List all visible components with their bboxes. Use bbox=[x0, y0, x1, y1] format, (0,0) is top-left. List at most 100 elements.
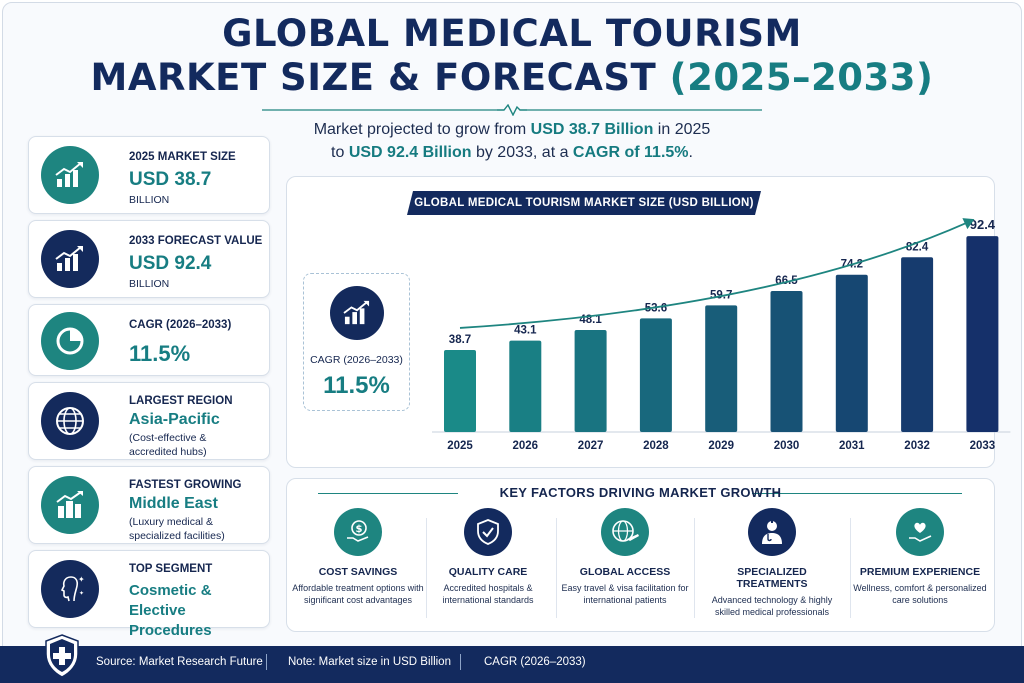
subtitle-text: . bbox=[688, 144, 693, 161]
main-title-line1: GLOBAL MEDICAL TOURISM bbox=[222, 12, 802, 55]
subtitle: Market projected to grow from USD 38.7 B… bbox=[0, 118, 1024, 164]
card-sub: (Cost-effective & accredited hubs) bbox=[129, 432, 207, 458]
cagr-callout-value: 11.5% bbox=[323, 372, 390, 399]
card-label: LARGEST REGION bbox=[129, 395, 233, 407]
chart-title-banner bbox=[407, 191, 761, 215]
bar-2032 bbox=[901, 257, 934, 432]
subtitle-text: in 2025 bbox=[653, 121, 711, 138]
factor-divider bbox=[426, 518, 427, 618]
main-title-years: (2025–2033) bbox=[669, 56, 934, 99]
factor-title: QUALITY CARE bbox=[448, 566, 528, 578]
card-cagr: CAGR (2026–2033) 11.5% bbox=[28, 304, 270, 376]
x-tick-label: 2027 bbox=[578, 440, 604, 452]
svg-text:✦: ✦ bbox=[79, 590, 84, 597]
card-sub: (Luxury medical & specialized facilities… bbox=[129, 516, 225, 542]
subtitle-value-2025: USD 38.7 Billion bbox=[530, 121, 654, 138]
x-tick-label: 2029 bbox=[708, 440, 734, 452]
footer-cagr: CAGR (2026–2033) bbox=[484, 656, 586, 668]
subtitle-cagr: CAGR of 11.5% bbox=[572, 144, 689, 161]
card-label: CAGR (2026–2033) bbox=[129, 319, 232, 331]
bar-2033 bbox=[966, 236, 999, 432]
card-label: TOP SEGMENT bbox=[129, 563, 213, 575]
card-largest-region: LARGEST REGION Asia-Pacific (Cost-effect… bbox=[28, 382, 270, 460]
face-sparkle-icon: ✦ ✦ bbox=[41, 560, 99, 618]
card-top-segment: ✦ ✦ TOP SEGMENT Cosmetic & Elective Proce… bbox=[28, 550, 270, 639]
bar-value-label: 43.1 bbox=[514, 325, 537, 337]
factor-specialized-treatments: SPECIALIZED TREATMENTS Advanced technolo… bbox=[702, 508, 842, 618]
bar-2029 bbox=[705, 305, 738, 432]
card-value: 11.5% bbox=[129, 341, 191, 366]
card-value: Middle East bbox=[129, 495, 218, 512]
card-sub: BILLION bbox=[129, 194, 170, 206]
medical-shield-icon bbox=[45, 634, 79, 678]
card-2025-market-size: 2025 MARKET SIZE USD 38.7 BILLION bbox=[28, 136, 270, 214]
bar-value-label: 92.4 bbox=[970, 217, 996, 232]
trend-arrow-line bbox=[459, 221, 969, 329]
shield-check-icon bbox=[464, 508, 512, 556]
factor-cost-savings: $ COST SAVINGS Affordable treatment opti… bbox=[288, 508, 428, 606]
svg-text:✦: ✦ bbox=[78, 575, 85, 584]
x-tick-label: 2031 bbox=[839, 440, 865, 452]
cagr-callout-label: CAGR (2026–2033) bbox=[310, 354, 403, 366]
factor-desc: Affordable treatment options with signif… bbox=[292, 583, 424, 605]
subtitle-value-2033: USD 92.4 Billion bbox=[348, 144, 472, 161]
x-tick-label: 2030 bbox=[774, 440, 800, 452]
card-value: Cosmetic & Elective Procedures bbox=[129, 582, 212, 639]
card-2033-forecast: 2033 FORECAST VALUE USD 92.4 BILLION bbox=[28, 220, 270, 298]
card-label: 2025 MARKET SIZE bbox=[129, 151, 236, 163]
svg-text:$: $ bbox=[356, 524, 363, 535]
card-label: 2033 FORECAST VALUE bbox=[129, 235, 263, 247]
footer-divider bbox=[266, 654, 267, 670]
factor-divider bbox=[694, 518, 695, 618]
card-fastest-growing: FASTEST GROWING Middle East (Luxury medi… bbox=[28, 466, 270, 544]
card-sub: BILLION bbox=[129, 278, 170, 290]
factor-title: SPECIALIZED TREATMENTS bbox=[736, 566, 808, 590]
bar-2031 bbox=[835, 274, 868, 432]
card-value: Asia-Pacific bbox=[129, 411, 220, 428]
subtitle-text: to bbox=[331, 144, 349, 161]
globe-plane-icon bbox=[601, 508, 649, 556]
factor-divider bbox=[556, 518, 557, 618]
factors-rule-left bbox=[318, 493, 458, 494]
factor-desc: Wellness, comfort & personalized care so… bbox=[853, 583, 987, 605]
pie-chart-icon bbox=[41, 312, 99, 370]
key-factors-title: KEY FACTORS DRIVING MARKET GROWTH bbox=[499, 485, 782, 500]
bar-value-label: 66.5 bbox=[775, 275, 798, 287]
bar-2025 bbox=[444, 349, 476, 432]
x-tick-label: 2033 bbox=[970, 440, 996, 452]
subtitle-text: by 2033, at a bbox=[471, 144, 573, 161]
globe-icon bbox=[41, 392, 99, 450]
trend-arrow-head bbox=[962, 218, 975, 230]
x-tick-label: 2028 bbox=[643, 440, 669, 452]
x-tick-label: 2025 bbox=[447, 440, 473, 452]
bar-2027 bbox=[574, 330, 607, 432]
bar-chart-up-icon bbox=[41, 230, 99, 288]
factor-quality-care: QUALITY CARE Accredited hospitals & inte… bbox=[418, 508, 558, 606]
footer-source: Source: Market Research Future bbox=[96, 656, 263, 668]
cagr-callout: CAGR (2026–2033) 11.5% bbox=[303, 273, 410, 411]
bar-2030 bbox=[770, 291, 803, 432]
bar-2026 bbox=[509, 340, 542, 432]
key-factors-panel bbox=[286, 478, 995, 632]
dollar-hand-icon: $ bbox=[334, 508, 382, 556]
card-label: FASTEST GROWING bbox=[129, 479, 242, 491]
main-title-main: MARKET SIZE & FORECAST bbox=[90, 56, 657, 99]
doctor-icon bbox=[748, 508, 796, 556]
factor-desc: Accredited hospitals & international sta… bbox=[442, 583, 534, 605]
factor-title: GLOBAL ACCESS bbox=[579, 566, 671, 578]
footer-divider bbox=[460, 654, 461, 670]
bar-chart-up-icon bbox=[330, 286, 384, 340]
footer-note: Note: Market size in USD Billion bbox=[288, 656, 451, 668]
factor-premium-experience: PREMIUM EXPERIENCE Wellness, comfort & p… bbox=[850, 508, 990, 606]
factor-divider bbox=[850, 518, 851, 618]
main-title-line2: MARKET SIZE & FORECAST (2025–2033) bbox=[0, 56, 1024, 99]
bar-value-label: 53.6 bbox=[645, 302, 667, 314]
subtitle-text: Market projected to grow from bbox=[313, 121, 531, 138]
factor-title: COST SAVINGS bbox=[318, 566, 398, 578]
bar-2028 bbox=[639, 318, 672, 432]
card-value: USD 38.7 bbox=[129, 169, 212, 190]
x-tick-label: 2026 bbox=[513, 440, 539, 452]
footer-bar bbox=[0, 646, 1024, 683]
chart-title: GLOBAL MEDICAL TOURISM MARKET SIZE (USD … bbox=[414, 197, 754, 209]
